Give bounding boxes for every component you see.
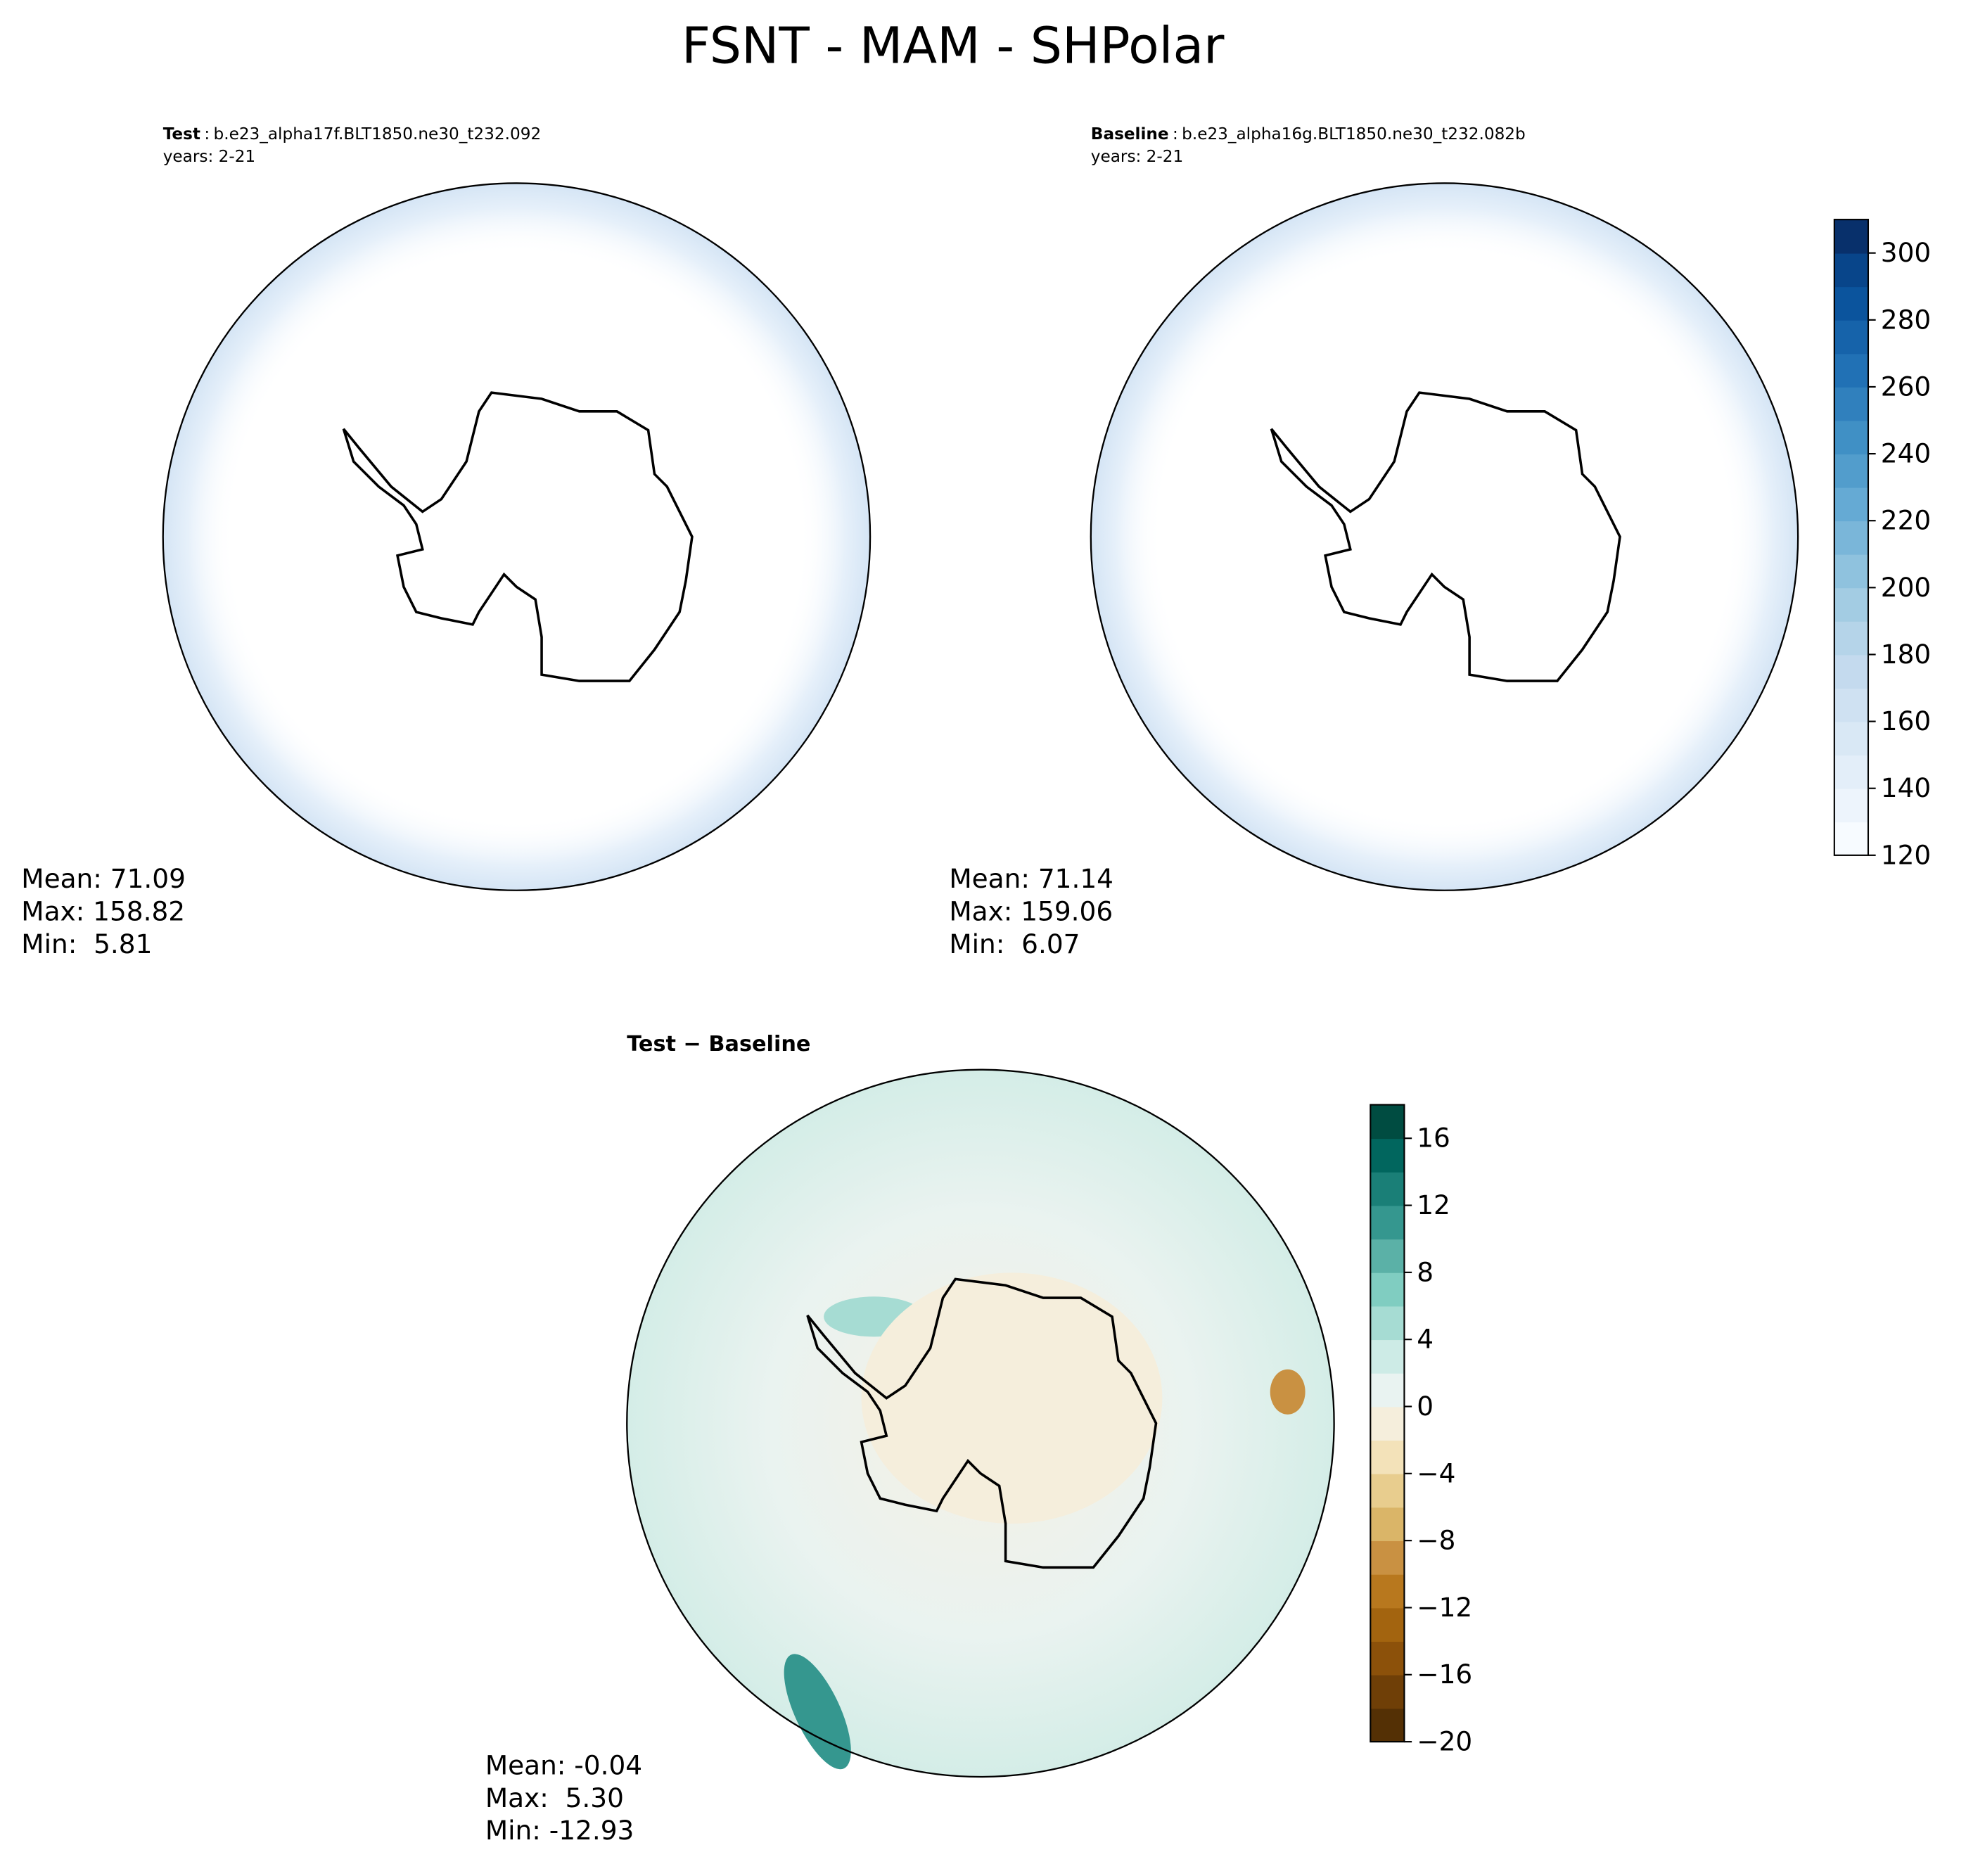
- colorbar-tick-label: −8: [1417, 1525, 1455, 1556]
- colorbar-level: [1834, 521, 1868, 555]
- panel-stat: Mean: 71.09: [21, 863, 186, 894]
- colorbar-tick-label: 200: [1881, 572, 1931, 603]
- colorbar-level: [1370, 1406, 1405, 1441]
- colorbar-level: [1370, 1473, 1405, 1508]
- colorbar-tick-label: 300: [1881, 237, 1931, 268]
- colorbar-level: [1834, 286, 1868, 321]
- colorbar-tick-label: 12: [1417, 1189, 1450, 1220]
- colorbar-level: [1370, 1306, 1405, 1341]
- figure-title: FSNT - MAM - SHPolar: [682, 16, 1225, 75]
- panel-label: Test: [163, 125, 200, 143]
- colorbar-level: [1834, 688, 1868, 722]
- colorbar-tick-label: 280: [1881, 304, 1931, 335]
- colorbar-tick-label: 160: [1881, 706, 1931, 736]
- colorbar-tick-label: −16: [1417, 1659, 1472, 1690]
- panel-stat: Mean: 71.14: [949, 863, 1113, 894]
- map-shading: [1090, 183, 1799, 891]
- colorbar-tick-label: 0: [1417, 1391, 1434, 1422]
- panel-stat: Max: 158.82: [21, 896, 185, 927]
- colorbar-tick-label: 220: [1881, 505, 1931, 536]
- colorbar-level: [1834, 253, 1868, 288]
- colorbar-level: [1834, 620, 1868, 656]
- colorbar-level: [1370, 1138, 1405, 1173]
- panel-label: Test − Baseline: [627, 1032, 810, 1057]
- map-border: [626, 1068, 1335, 1778]
- map-shading: [784, 1654, 851, 1770]
- colorbar-tick-label: 4: [1417, 1324, 1434, 1355]
- panel-case: b.e23_alpha17f.BLT1850.ne30_t232.092: [214, 125, 542, 143]
- panel-stat: Max: 159.06: [949, 896, 1113, 927]
- colorbar-tick-label: 240: [1881, 438, 1931, 469]
- colorbar-tick-label: −12: [1417, 1592, 1472, 1623]
- panel-stat: Min: 6.07: [949, 929, 1080, 959]
- panel-case: b.e23_alpha16g.BLT1850.ne30_t232.082b: [1182, 125, 1526, 143]
- panel-stat: Mean: -0.04: [485, 1749, 642, 1780]
- colorbar-level: [1834, 755, 1868, 789]
- colorbar-level: [1370, 1171, 1405, 1206]
- colorbar-level: [1370, 1708, 1405, 1742]
- panel-years: years: 2-21: [163, 147, 255, 166]
- coastline: [342, 391, 694, 682]
- colorbar-level: [1370, 1440, 1405, 1474]
- colorbar-frame: [1833, 219, 1870, 856]
- colorbar-level: [1834, 219, 1868, 254]
- map-border: [1090, 182, 1799, 891]
- panel-stat: Min: 5.81: [21, 929, 152, 959]
- colorbar-level: [1370, 1272, 1405, 1307]
- colorbar-level: [1370, 1574, 1405, 1609]
- colorbar-tick-label: 16: [1417, 1123, 1450, 1154]
- colorbar-level: [1834, 721, 1868, 756]
- colorbar-level: [1370, 1239, 1405, 1273]
- coastline: [1270, 391, 1621, 682]
- colorbar-level: [1370, 1205, 1405, 1240]
- panel-heading: Baseline: b.e23_alpha16g.BLT1850.ne30_t23…: [1091, 125, 1526, 143]
- map-shading: [162, 183, 871, 891]
- colorbar-level: [1834, 420, 1868, 454]
- colorbar-level: [1370, 1372, 1405, 1408]
- colorbar-level: [1370, 1607, 1405, 1642]
- colorbar-level: [1834, 454, 1868, 488]
- colorbar-level: [1834, 319, 1868, 355]
- colorbar-tick-label: 8: [1417, 1256, 1434, 1287]
- colorbar-level: [1834, 822, 1868, 856]
- colorbar-frame: [1370, 1104, 1405, 1743]
- colorbar-level: [1370, 1540, 1405, 1575]
- colorbar-level: [1834, 554, 1868, 589]
- colorbar-tick-label: −20: [1417, 1726, 1472, 1757]
- panel-separator: :: [1173, 125, 1178, 143]
- colorbar-level: [1370, 1674, 1405, 1709]
- colorbar-level: [1370, 1641, 1405, 1676]
- map-border: [162, 182, 872, 891]
- colorbar-level: [1834, 788, 1868, 823]
- colorbar-level: [1370, 1339, 1405, 1374]
- panel-stat: Max: 5.30: [485, 1782, 624, 1813]
- panel-heading: Test: b.e23_alpha17f.BLT1850.ne30_t232.09…: [163, 125, 541, 143]
- colorbar-level: [1834, 353, 1868, 388]
- colorbar-tick-label: 260: [1881, 371, 1931, 402]
- panel-years: years: 2-21: [1091, 147, 1183, 166]
- colorbar-level: [1834, 386, 1868, 421]
- colorbar-level: [1834, 654, 1868, 689]
- colorbar-tick-label: 180: [1881, 639, 1931, 670]
- colorbar-tick-label: 120: [1881, 839, 1931, 870]
- map-shading: [1270, 1369, 1306, 1415]
- panel-stat: Min: -12.93: [485, 1815, 634, 1846]
- map-shading: [861, 1272, 1163, 1524]
- coastline: [806, 1277, 1158, 1569]
- panel-separator: :: [204, 125, 210, 143]
- colorbar-tick-label: 140: [1881, 772, 1931, 803]
- panel-label: Baseline: [1091, 125, 1169, 143]
- colorbar-level: [1834, 587, 1868, 622]
- colorbar-level: [1370, 1104, 1405, 1140]
- colorbar-tick-label: −4: [1417, 1457, 1455, 1488]
- colorbar-level: [1370, 1507, 1405, 1542]
- colorbar-level: [1834, 487, 1868, 522]
